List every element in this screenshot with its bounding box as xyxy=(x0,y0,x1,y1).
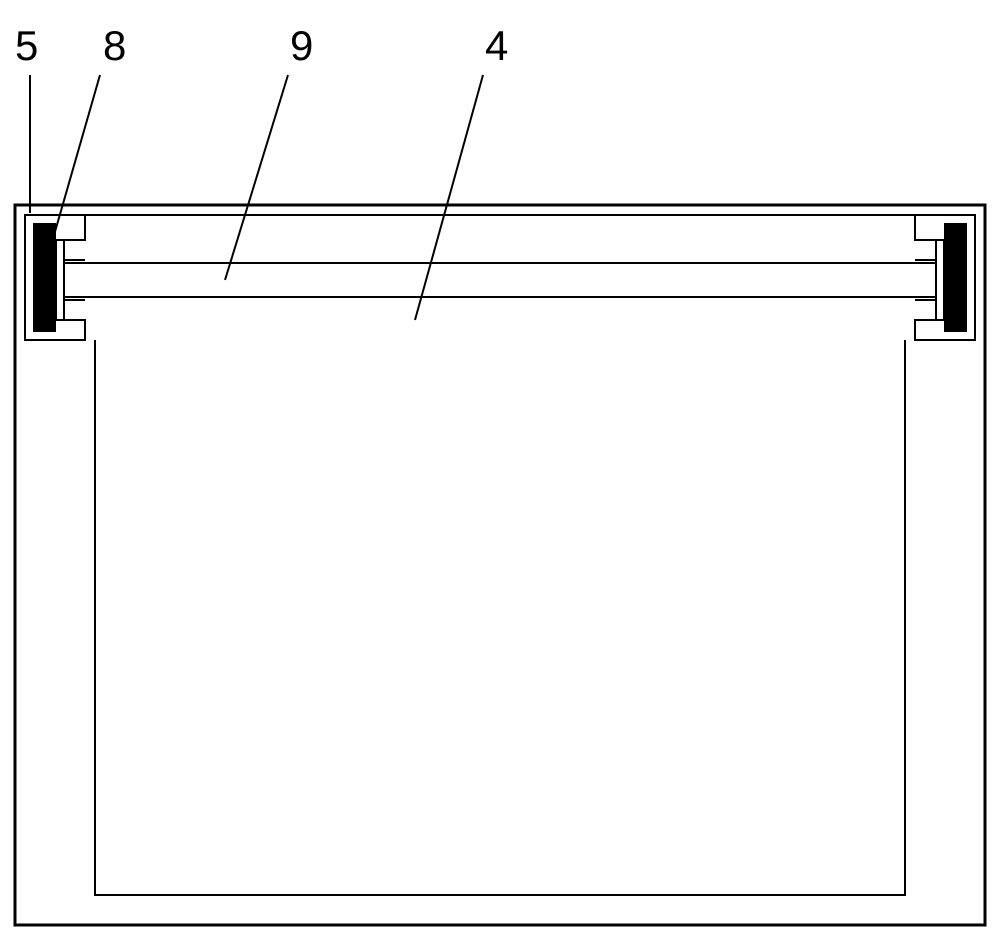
bar-left-cap xyxy=(56,240,64,320)
label-9: 9 xyxy=(290,22,313,70)
technical-diagram: 5 8 9 4 xyxy=(0,0,1000,936)
leader-9 xyxy=(225,75,288,280)
right-bracket-fill xyxy=(944,223,967,332)
outer-frame xyxy=(15,205,985,925)
diagram-svg xyxy=(0,0,1000,936)
horizontal-bar xyxy=(56,263,944,297)
label-5: 5 xyxy=(15,22,38,70)
bar-right-cap xyxy=(936,240,944,320)
label-8: 8 xyxy=(103,22,126,70)
inner-cavity xyxy=(95,340,905,895)
label-4: 4 xyxy=(485,22,508,70)
